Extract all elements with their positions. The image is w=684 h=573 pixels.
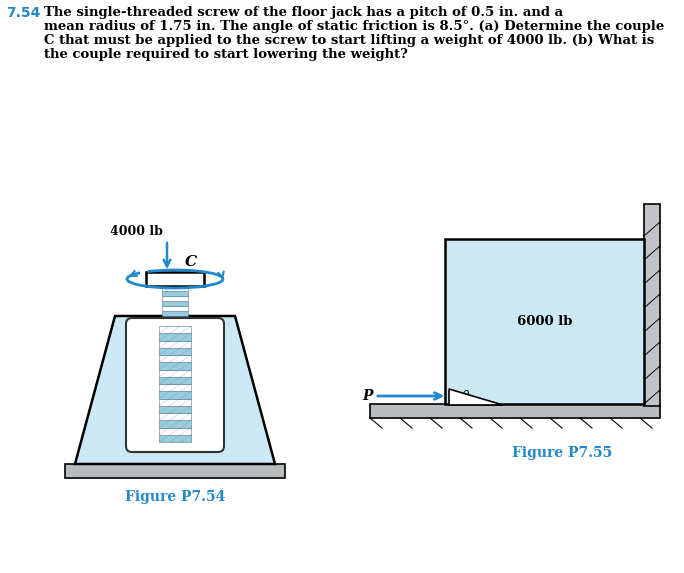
Polygon shape (449, 389, 503, 405)
Text: 6000 lb: 6000 lb (516, 315, 573, 328)
Polygon shape (370, 404, 660, 418)
Polygon shape (159, 420, 191, 427)
Polygon shape (159, 348, 191, 355)
Polygon shape (75, 316, 275, 464)
Text: 7.54: 7.54 (6, 6, 40, 20)
Polygon shape (159, 406, 191, 413)
Polygon shape (159, 326, 191, 333)
Polygon shape (159, 370, 191, 377)
Text: C: C (185, 255, 197, 269)
Text: θ: θ (462, 390, 469, 403)
Polygon shape (644, 204, 660, 406)
Polygon shape (162, 286, 188, 291)
Text: The single-threaded screw of the floor jack has a pitch of 0.5 in. and a: The single-threaded screw of the floor j… (44, 6, 563, 19)
Polygon shape (162, 306, 188, 311)
Text: Figure P7.54: Figure P7.54 (124, 490, 225, 504)
Polygon shape (162, 311, 188, 316)
Polygon shape (159, 355, 191, 362)
Polygon shape (159, 398, 191, 406)
Polygon shape (159, 333, 191, 340)
Polygon shape (162, 291, 188, 296)
Polygon shape (162, 301, 188, 306)
Text: C that must be applied to the screw to start lifting a weight of 4000 lb. (b) Wh: C that must be applied to the screw to s… (44, 34, 655, 47)
Polygon shape (159, 435, 191, 442)
Text: P: P (363, 389, 373, 403)
Polygon shape (159, 377, 191, 384)
Text: the couple required to start lowering the weight?: the couple required to start lowering th… (44, 48, 408, 61)
Polygon shape (159, 384, 191, 391)
Polygon shape (159, 427, 191, 435)
Polygon shape (159, 413, 191, 420)
Polygon shape (445, 239, 644, 404)
Polygon shape (159, 391, 191, 398)
Polygon shape (162, 296, 188, 301)
Text: mean radius of 1.75 in. The angle of static friction is 8.5°. (a) Determine the : mean radius of 1.75 in. The angle of sta… (44, 20, 664, 33)
Polygon shape (159, 340, 191, 348)
FancyBboxPatch shape (126, 318, 224, 452)
Polygon shape (65, 464, 285, 478)
Text: 4000 lb: 4000 lb (110, 225, 163, 238)
Text: Figure P7.55: Figure P7.55 (512, 446, 613, 460)
Polygon shape (159, 362, 191, 370)
Polygon shape (146, 272, 204, 286)
